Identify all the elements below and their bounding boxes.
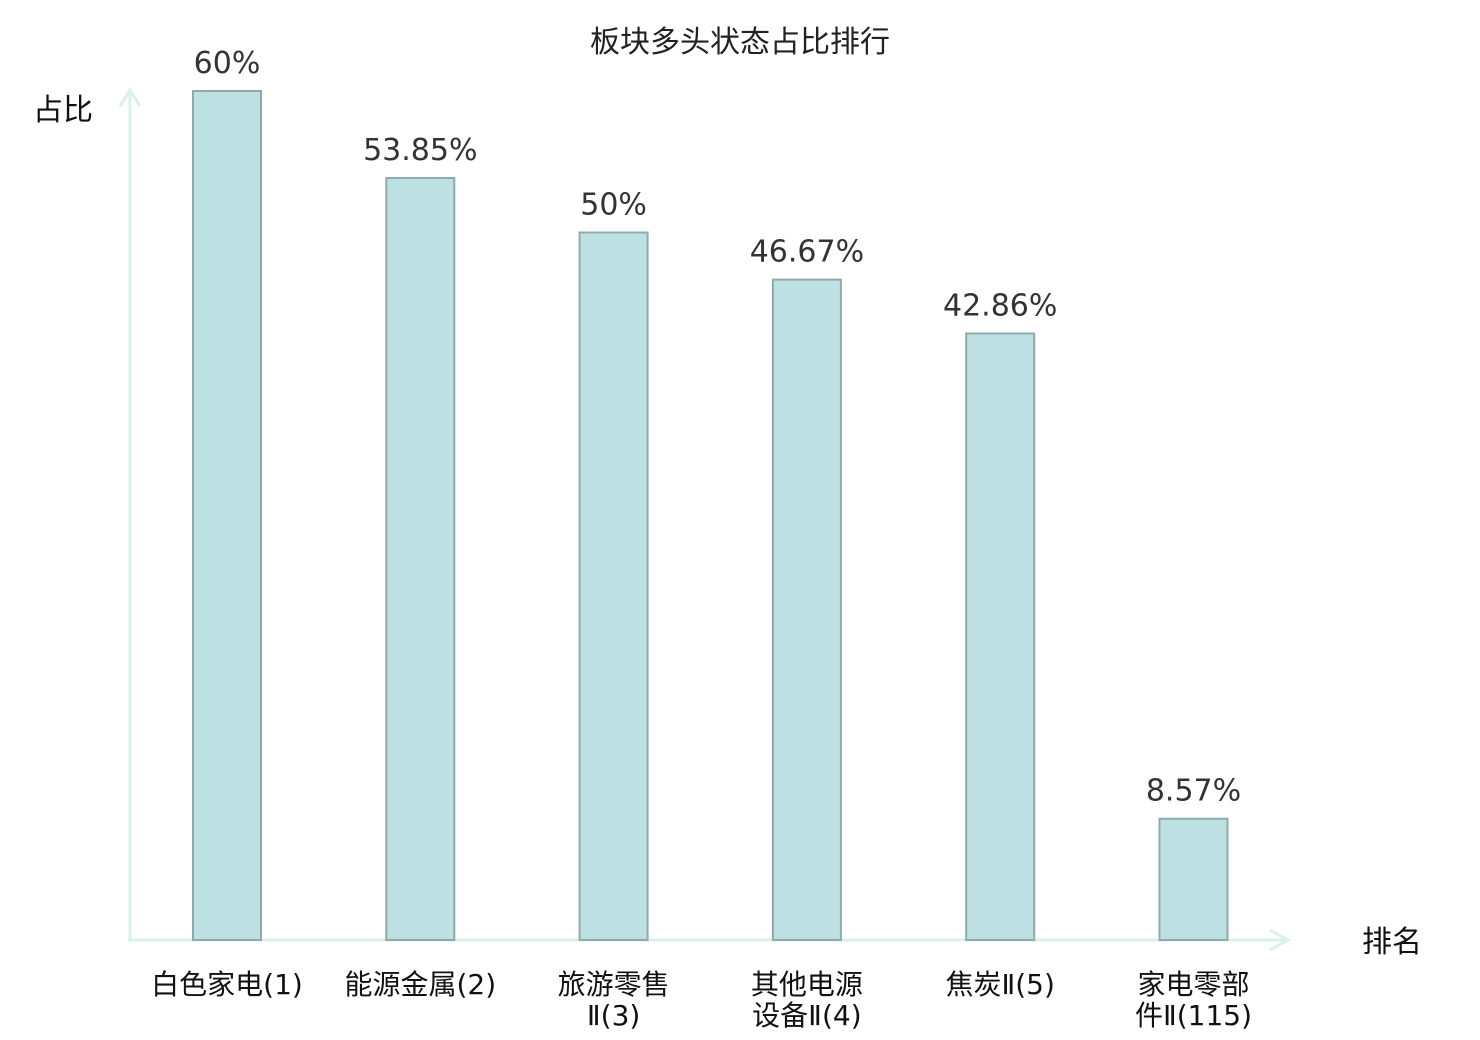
- category-label: Ⅱ(3): [587, 999, 640, 1032]
- category-label: 设备Ⅱ(4): [752, 999, 861, 1032]
- bar-value-label: 46.67%: [750, 235, 864, 270]
- bar: [385, 177, 456, 941]
- bar: [1158, 817, 1229, 941]
- category-label: 白色家电(1): [151, 968, 303, 1001]
- x-axis-label: 排名: [1362, 925, 1422, 960]
- bar-group: [192, 90, 1229, 941]
- category-label: 件Ⅱ(115): [1135, 999, 1252, 1032]
- category-label: 旅游零售: [558, 968, 670, 1001]
- category-label: 焦炭Ⅱ(5): [945, 968, 1054, 1001]
- category-label: 家电零部: [1137, 968, 1249, 1001]
- bar-value-label: 50%: [580, 188, 647, 223]
- value-label-group: 60% 53.85% 50% 46.67% 42.86% 8.57%: [194, 46, 1242, 809]
- bar-value-label: 42.86%: [943, 289, 1057, 324]
- x-axis-arrow: [1269, 928, 1292, 952]
- y-axis-arrow: [118, 87, 142, 107]
- bar-value-label: 53.85%: [363, 133, 477, 168]
- axes: [118, 87, 1292, 952]
- chart-title: 板块多头状态占比排行: [590, 25, 890, 60]
- bar: [965, 332, 1036, 941]
- category-label: 能源金属(2): [344, 968, 496, 1001]
- bar: [771, 278, 842, 941]
- category-label: 其他电源: [751, 968, 863, 1001]
- bar: [578, 231, 649, 941]
- bar: [192, 90, 262, 941]
- bar-value-label: 60%: [194, 46, 261, 81]
- bar-value-label: 8.57%: [1146, 774, 1241, 809]
- y-axis-label: 占比: [33, 93, 93, 128]
